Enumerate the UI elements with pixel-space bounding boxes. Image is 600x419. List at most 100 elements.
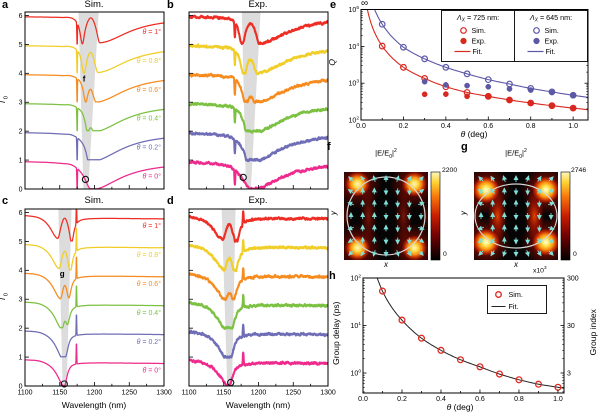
svg-text:θ = 0.2°: θ = 0.2° (137, 338, 162, 346)
x-axis-label-h: θ (deg) (446, 402, 474, 412)
resonance-marker-c (60, 380, 68, 388)
y-axis-label-c: T0 (0, 293, 10, 301)
svg-text:6: 6 (19, 13, 23, 20)
field-map-g (474, 172, 558, 260)
svg-text:Fit.: Fit. (509, 302, 519, 311)
svg-text:1100: 1100 (181, 390, 196, 397)
svg-text:0.6: 0.6 (483, 123, 493, 130)
svg-text:3: 3 (19, 297, 23, 304)
field-g-title: |E/E0|2 (505, 148, 527, 160)
svg-text:1: 1 (19, 354, 23, 361)
x-axis-label-d: Wavelength (nm) (225, 400, 291, 410)
svg-text:0.0: 0.0 (358, 396, 368, 403)
svg-text:6: 6 (19, 210, 23, 217)
panel-b-title: Exp. (248, 0, 268, 10)
field-map-f (344, 172, 428, 260)
svg-text:1300: 1300 (156, 390, 172, 397)
svg-text:3: 3 (19, 100, 23, 107)
svg-text:2: 2 (19, 326, 23, 333)
svg-text:1150: 1150 (52, 390, 67, 397)
colorbar-g-max: 2746 (571, 167, 587, 174)
svg-text:θ = 0.2°: θ = 0.2° (137, 144, 162, 152)
svg-text:1.0: 1.0 (553, 396, 563, 403)
svg-text:1300: 1300 (320, 390, 336, 397)
svg-text:4: 4 (19, 268, 23, 275)
legend-h (487, 285, 547, 314)
svg-text:θ = 0.6°: θ = 0.6° (137, 280, 162, 288)
panel-e-content (366, 10, 588, 112)
field-f-y-label: y (329, 211, 338, 215)
svg-text:θ = 1°: θ = 1° (143, 222, 162, 230)
svg-text:0.2: 0.2 (397, 396, 407, 403)
x-axis-label-c: Wavelength (nm) (61, 400, 127, 410)
panel-a-curves (25, 16, 164, 189)
y-axis-label-h-right: Group index (587, 309, 598, 356)
svg-text:1150: 1150 (216, 390, 231, 397)
colorbar-f-max: 2200 (442, 167, 458, 174)
svg-text:102: 102 (349, 116, 360, 125)
svg-text:θ = 0°: θ = 0° (143, 367, 162, 375)
svg-text:101: 101 (351, 321, 362, 330)
svg-text:θ = 0.4°: θ = 0.4° (137, 115, 162, 123)
svg-text:Sim.: Sim. (472, 26, 486, 35)
panel-label-c: c (2, 195, 9, 207)
svg-text:1: 1 (19, 157, 23, 164)
resonance-marker-a (81, 175, 90, 184)
svg-text:Sim.: Sim. (509, 290, 523, 299)
svg-text:1250: 1250 (121, 390, 137, 397)
svg-text:θ = 0.4°: θ = 0.4° (137, 309, 162, 317)
panel-label-g: g (461, 141, 468, 153)
svg-text:θ = 0°: θ = 0° (143, 173, 162, 181)
svg-text:4: 4 (19, 71, 23, 78)
svg-text:102: 102 (351, 274, 362, 283)
svg-text:ΛX = 725 nm:: ΛX = 725 nm: (456, 13, 499, 24)
svg-text:105: 105 (349, 5, 360, 14)
panel-h-content (376, 278, 564, 391)
panel-b-curves (189, 14, 328, 189)
svg-text:300: 300 (567, 276, 579, 283)
svg-text:0.0: 0.0 (356, 123, 366, 130)
panel-c-curves (25, 209, 164, 386)
svg-text:Fit.: Fit. (546, 47, 556, 56)
svg-text:30: 30 (567, 323, 575, 330)
svg-text:1100: 1100 (17, 390, 32, 397)
svg-text:103: 103 (349, 79, 360, 88)
panel-c-title: Sim. (84, 195, 104, 206)
panel-label-b: b (167, 0, 174, 11)
colorbar-f-min: 0 (443, 251, 447, 258)
field-f-x-label: x (384, 260, 388, 269)
svg-text:θ = 0.8°: θ = 0.8° (137, 251, 162, 259)
svg-text:Exp.: Exp. (472, 36, 486, 45)
panel-label-h: h (329, 270, 336, 282)
field-g-x-label: x (514, 260, 518, 269)
svg-text:θ = 1°: θ = 1° (143, 28, 162, 36)
panel-a-title: Sim. (84, 0, 104, 10)
svg-text:0.8: 0.8 (514, 396, 524, 403)
resonance-marker-b (239, 173, 247, 182)
field-g-y-label: y (459, 211, 468, 215)
field-f-title: |E/E0|2 (375, 148, 397, 160)
panel-d-title: Exp. (248, 195, 268, 206)
svg-text:0.2: 0.2 (399, 123, 409, 130)
svg-text:0.6: 0.6 (475, 396, 485, 403)
svg-text:104: 104 (349, 42, 360, 51)
svg-text:100: 100 (351, 369, 362, 378)
resonance-marker-d (227, 378, 235, 387)
y-axis-label-a: T0 (0, 96, 10, 104)
svg-text:f: f (83, 74, 86, 83)
svg-text:1200: 1200 (251, 390, 267, 397)
right-axis-scale: x103 (533, 265, 547, 275)
svg-text:3: 3 (567, 371, 571, 378)
panel-label-e: e (330, 0, 337, 11)
infinity-annotation: ∞ (361, 0, 369, 9)
svg-text:0: 0 (19, 383, 23, 390)
svg-text:Exp.: Exp. (545, 36, 559, 45)
y-axis-label-h-left: Group delay (ps) (330, 301, 341, 365)
svg-text:5: 5 (19, 239, 23, 246)
svg-text:5: 5 (19, 42, 23, 49)
svg-text:1250: 1250 (285, 390, 301, 397)
y-axis-label-e: Q (326, 58, 337, 66)
svg-text:θ = 0.6°: θ = 0.6° (137, 86, 162, 94)
